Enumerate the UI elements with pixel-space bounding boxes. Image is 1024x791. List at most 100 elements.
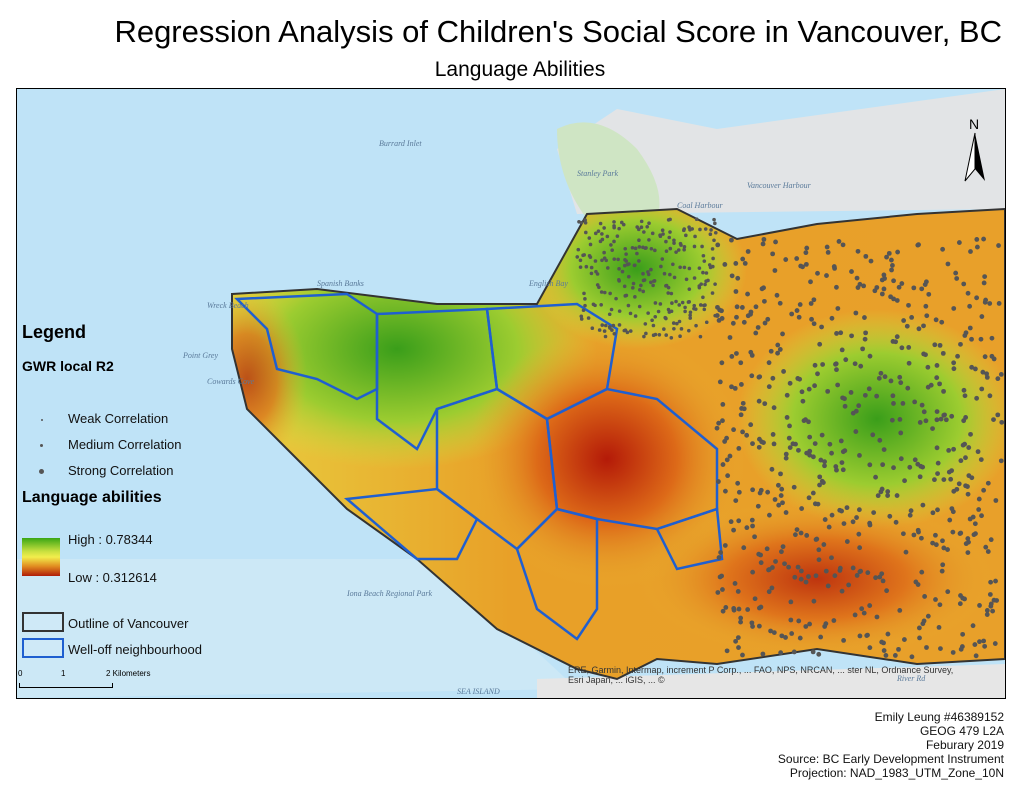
correlation-point (699, 282, 703, 286)
correlation-point (584, 230, 588, 235)
correlation-point (610, 248, 614, 252)
correlation-point (758, 604, 764, 610)
correlation-point (628, 329, 633, 333)
correlation-point (925, 384, 931, 390)
correlation-point (623, 257, 627, 262)
correlation-point (981, 280, 987, 286)
correlation-point (983, 544, 989, 550)
correlation-point (822, 517, 828, 522)
correlation-point (674, 299, 678, 304)
correlation-point (879, 486, 885, 492)
correlation-point (915, 242, 921, 248)
correlation-point (770, 432, 776, 437)
correlation-point (953, 270, 959, 276)
correlation-point (771, 405, 777, 411)
correlation-point (992, 641, 998, 646)
correlation-point (694, 323, 698, 328)
correlation-point (660, 257, 665, 261)
well-off-neighbourhoods[interactable] (234, 292, 724, 641)
correlation-point (700, 244, 704, 249)
correlation-point (945, 261, 951, 267)
correlation-point (862, 392, 868, 398)
correlation-point (846, 582, 852, 588)
correlation-point (880, 578, 886, 584)
correlation-point (786, 435, 792, 441)
correlation-point (955, 353, 960, 359)
correlation-point (894, 493, 900, 498)
correlation-point (641, 271, 645, 276)
correlation-point (934, 445, 940, 451)
correlation-point (792, 532, 798, 538)
correlation-point (734, 351, 739, 356)
correlation-point (791, 649, 797, 655)
correlation-point (950, 529, 956, 535)
vancouver-outline[interactable] (231, 207, 1005, 681)
correlation-point (881, 447, 887, 453)
correlation-point (653, 248, 657, 253)
correlation-point (841, 637, 847, 643)
strong-dot-icon (39, 469, 44, 474)
correlation-point (810, 490, 816, 496)
correlation-point (867, 353, 873, 359)
correlation-point (829, 315, 835, 321)
correlation-point (974, 244, 980, 250)
correlation-point (659, 264, 663, 269)
correlation-point (990, 608, 996, 614)
correlation-point (876, 375, 882, 381)
map-canvas: N (17, 89, 1005, 698)
correlation-point (940, 350, 946, 356)
correlation-point (713, 230, 718, 235)
label-stanley-park: Stanley Park (577, 169, 619, 178)
correlation-point (674, 250, 678, 254)
correlation-point (885, 631, 891, 637)
correlation-point (784, 392, 790, 398)
correlation-point (783, 510, 789, 515)
correlation-point (972, 521, 978, 527)
correlation-point (778, 650, 784, 656)
correlation-point (817, 482, 822, 488)
correlation-point (650, 318, 654, 323)
correlation-point (639, 283, 643, 288)
label-iona: Iona Beach Regional Park (347, 589, 433, 598)
correlation-point (653, 301, 658, 305)
correlation-point (824, 244, 830, 250)
correlation-point (940, 538, 945, 544)
correlation-point (677, 319, 682, 324)
correlation-point (877, 574, 883, 580)
correlation-point (749, 352, 755, 358)
correlation-point (963, 455, 968, 461)
correlation-point (848, 390, 854, 395)
correlation-point (872, 288, 878, 294)
correlation-point (668, 217, 672, 222)
correlation-point (765, 316, 771, 322)
correlation-point (729, 273, 735, 279)
correlation-point (712, 217, 716, 222)
correlation-point (823, 621, 829, 627)
correlation-point (720, 401, 726, 407)
correlation-point (647, 221, 651, 226)
correlation-point (779, 633, 785, 639)
correlation-point (900, 531, 906, 537)
credit-date: Feburary 2019 (925, 738, 1004, 752)
correlation-point (736, 606, 742, 612)
correlation-point (939, 319, 945, 325)
correlation-point (833, 464, 839, 469)
correlation-point (741, 545, 747, 551)
correlation-point (941, 545, 947, 551)
correlation-point (988, 579, 994, 585)
correlation-point (771, 630, 777, 636)
correlation-point (951, 366, 957, 372)
correlation-point (818, 457, 824, 463)
correlation-point (710, 291, 715, 295)
correlation-point (922, 594, 928, 599)
correlation-point (788, 617, 794, 623)
correlation-point (780, 500, 785, 506)
correlation-point (575, 255, 580, 259)
map-frame[interactable]: N Burrard Inlet English Bay Coal Harbour… (16, 88, 1006, 699)
correlation-point (693, 234, 697, 239)
correlation-point (653, 314, 658, 319)
correlation-point (968, 249, 973, 254)
label-cowards-cove: Cowards Cove (207, 377, 255, 386)
correlation-point (870, 432, 876, 438)
correlation-point (890, 393, 896, 399)
